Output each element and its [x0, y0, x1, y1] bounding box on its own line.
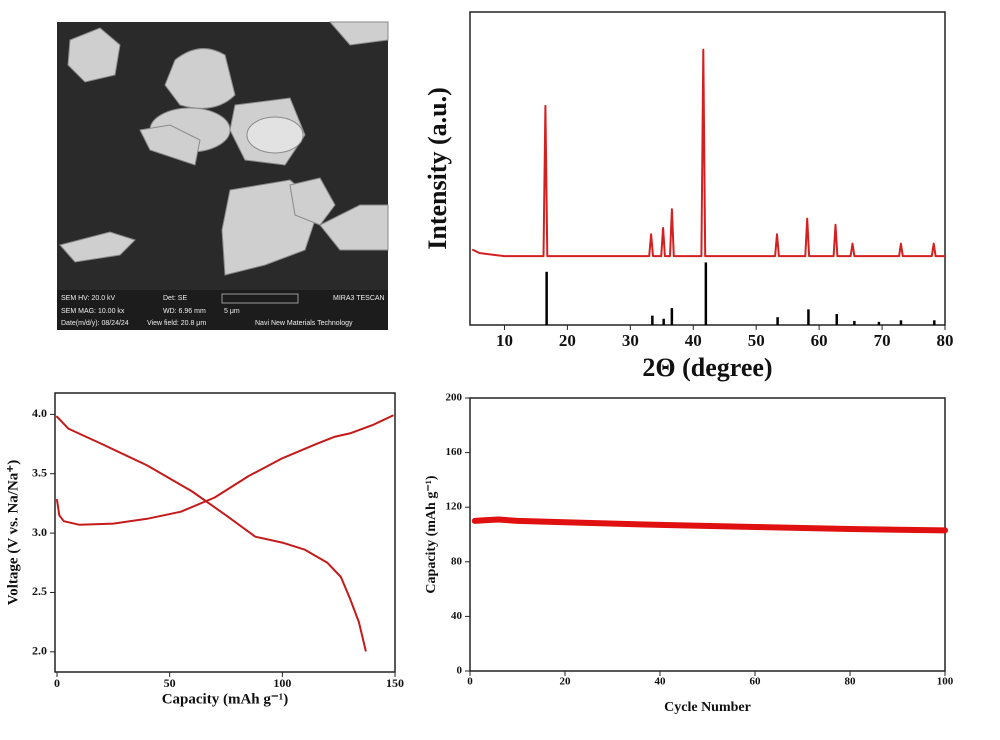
x-tick-label: 10 [496, 331, 513, 350]
y-tick-label: 80 [451, 555, 463, 567]
x-tick-label: 60 [811, 331, 828, 350]
sem-info-bar [57, 290, 388, 330]
sem-label: Date(m/d/y): 08/24/24 [61, 320, 129, 327]
sem-label: View field: 20.8 μm [147, 320, 206, 327]
x-tick-label: 40 [655, 676, 667, 688]
plot-frame [469, 11, 946, 326]
x-tick-label: 0 [54, 676, 60, 690]
sem-label: MIRA3 TESCAN [333, 295, 385, 302]
x-axis-label: 2Θ (degree) [642, 353, 772, 382]
x-tick-label: 150 [386, 676, 404, 690]
x-tick-label: 50 [748, 331, 765, 350]
y-tick-label: 0 [457, 665, 463, 677]
data-line [472, 48, 946, 258]
sem-label: SEM MAG: 10.00 kx [61, 308, 125, 315]
data-line [471, 516, 948, 534]
y-tick-label: 3.5 [32, 465, 47, 479]
y-tick-label: 160 [446, 446, 463, 458]
data-line [56, 414, 394, 526]
sem-label: Det: SE [163, 295, 187, 302]
y-axis-label: Voltage (V vs. Na/Na⁺) [5, 460, 21, 605]
x-tick-label: 100 [937, 676, 954, 688]
sem-label: 5 μm [224, 308, 240, 315]
x-tick-label: 20 [559, 331, 576, 350]
x-tick-label: 20 [560, 676, 572, 688]
x-tick-label: 100 [273, 676, 291, 690]
sem-label: SEM HV: 20.0 kV [61, 295, 116, 302]
y-tick-label: 2.5 [32, 584, 47, 598]
x-tick-label: 0 [467, 676, 473, 688]
y-tick-label: 2.0 [32, 644, 47, 658]
y-tick-label: 4.0 [32, 406, 47, 420]
x-tick-label: 60 [750, 676, 762, 688]
y-axis-label: Intensity (a.u.) [423, 87, 452, 250]
y-axis-label: Capacity (mAh g⁻¹) [424, 475, 439, 593]
plot-frame [54, 392, 396, 673]
x-tick-label: 30 [622, 331, 639, 350]
y-tick-label: 40 [451, 610, 463, 622]
x-tick-label: 40 [685, 331, 702, 350]
y-tick-label: 120 [446, 501, 463, 513]
x-axis-label: Cycle Number [664, 700, 751, 715]
y-tick-label: 200 [446, 392, 463, 404]
particles [59, 21, 389, 276]
sem-label: WD: 6.96 mm [163, 308, 206, 315]
plot-frame [469, 397, 946, 672]
x-tick-label: 80 [937, 331, 954, 350]
sem-image: SEM HV: 20.0 kV Det: SE MIRA3 TESCAN SEM… [57, 21, 389, 330]
sem-label: Navi New Materials Technology [255, 320, 353, 327]
y-tick-label: 3.0 [32, 525, 47, 539]
x-tick-label: 70 [874, 331, 891, 350]
x-tick-label: 50 [164, 676, 176, 690]
x-tick-label: 80 [845, 676, 857, 688]
scale-bar [221, 293, 299, 304]
data-line [56, 415, 367, 652]
x-axis-label: Capacity (mAh g⁻¹) [162, 691, 289, 707]
